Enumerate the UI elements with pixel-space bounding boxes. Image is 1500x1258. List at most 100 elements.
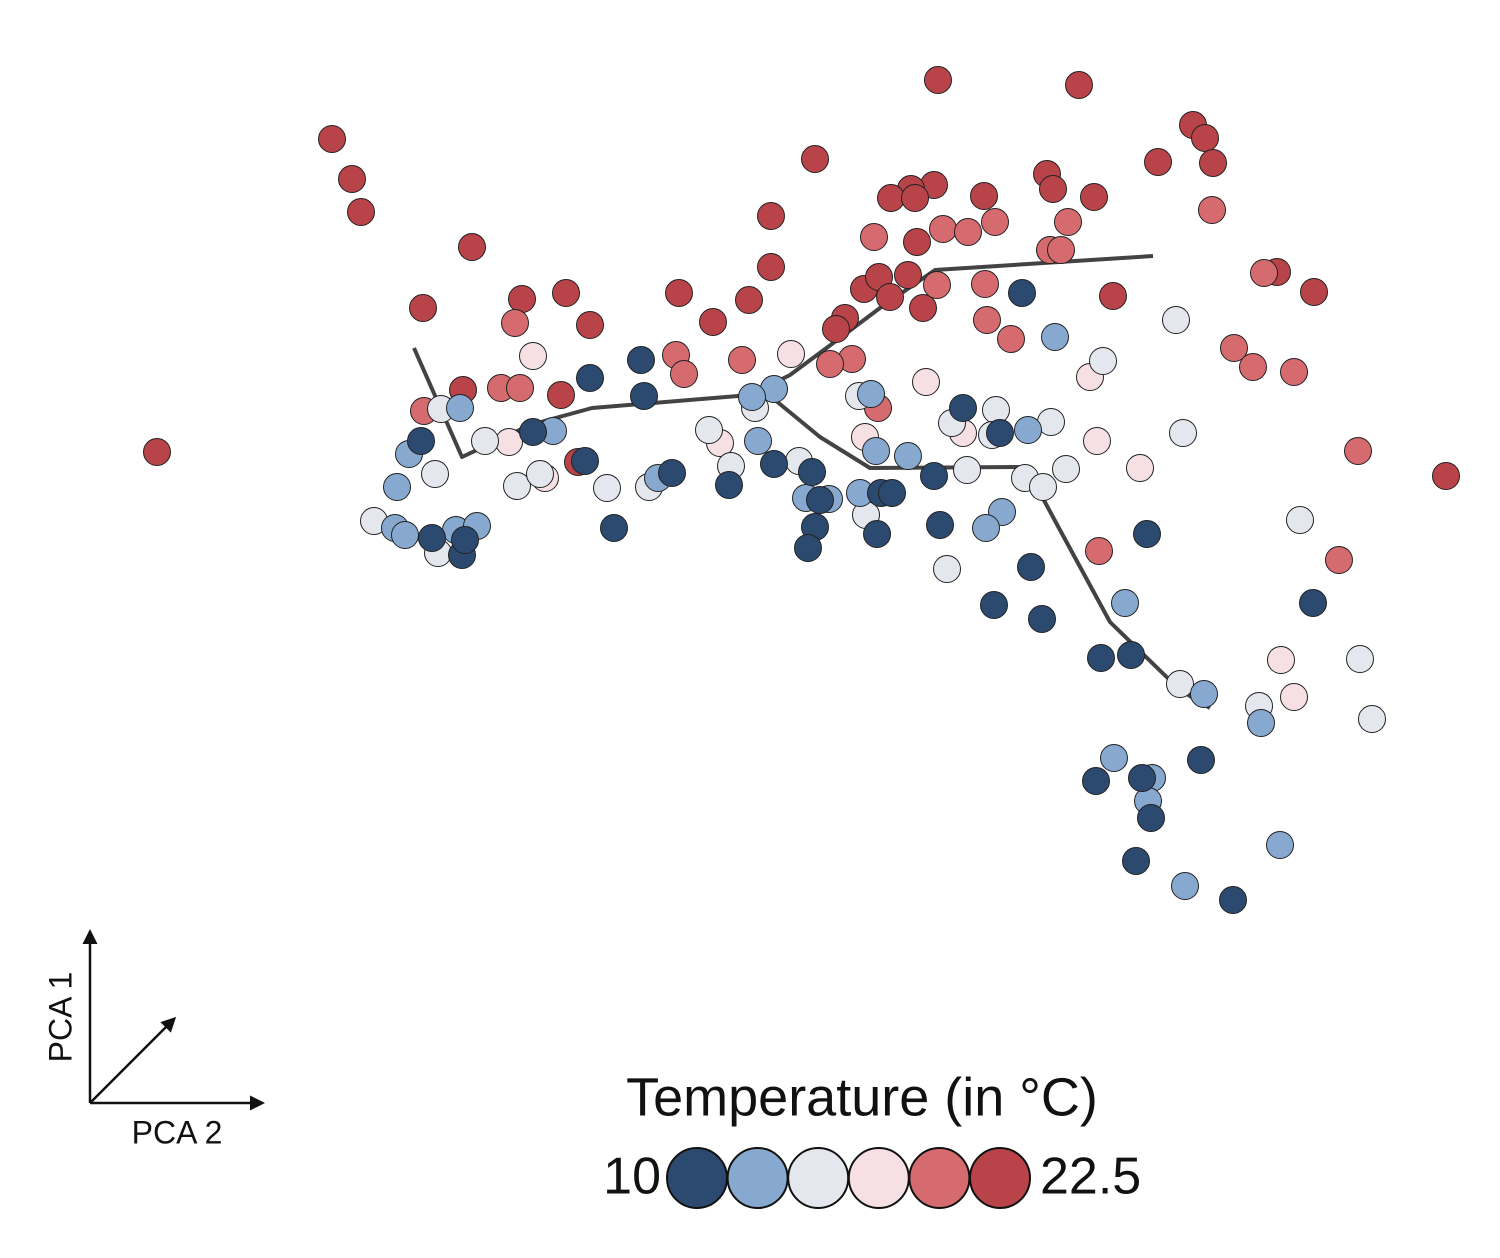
- y-axis-label: PCA 1: [42, 972, 78, 1063]
- point: [1111, 589, 1139, 617]
- point: [1358, 705, 1386, 733]
- point: [1080, 183, 1108, 211]
- point: [777, 340, 805, 368]
- legend: 10 22.5: [603, 1147, 1141, 1209]
- legend-swatch: [787, 1147, 850, 1209]
- point: [929, 215, 957, 243]
- axis-arrow: [89, 1016, 177, 1104]
- point: [458, 233, 486, 261]
- point: [1346, 645, 1374, 673]
- legend-title: Temperature (in °C): [626, 1067, 1098, 1127]
- point: [593, 474, 621, 502]
- point: [1239, 353, 1267, 381]
- point: [757, 253, 785, 281]
- point: [1144, 148, 1172, 176]
- point: [877, 184, 905, 212]
- point: [744, 427, 772, 455]
- point: [923, 271, 951, 299]
- point: [986, 419, 1014, 447]
- point: [695, 416, 723, 444]
- point: [506, 374, 534, 402]
- point: [1199, 149, 1227, 177]
- point: [418, 524, 446, 552]
- point: [933, 555, 961, 583]
- point: [1014, 416, 1042, 444]
- point: [806, 486, 834, 514]
- point: [954, 218, 982, 246]
- point: [1344, 437, 1372, 465]
- point: [1198, 196, 1226, 224]
- point: [391, 521, 419, 549]
- point: [338, 165, 366, 193]
- point: [735, 286, 763, 314]
- point: [1100, 744, 1128, 772]
- point: [1085, 537, 1113, 565]
- point: [982, 396, 1010, 424]
- point: [997, 325, 1025, 353]
- point: [1280, 358, 1308, 386]
- point: [318, 125, 346, 153]
- point: [860, 223, 888, 251]
- point: [383, 473, 411, 501]
- point: [1028, 605, 1056, 633]
- point: [503, 472, 531, 500]
- point: [1166, 670, 1194, 698]
- point: [1325, 546, 1353, 574]
- point: [1299, 589, 1327, 617]
- point: [699, 308, 727, 336]
- point: [501, 309, 529, 337]
- point: [972, 514, 1000, 542]
- point: [1187, 746, 1215, 774]
- point: [970, 182, 998, 210]
- point: [757, 202, 785, 230]
- point: [863, 520, 891, 548]
- point: [1133, 520, 1161, 548]
- point: [1266, 831, 1294, 859]
- point: [1041, 323, 1069, 351]
- point: [926, 511, 954, 539]
- point: [1286, 506, 1314, 534]
- point: [1267, 646, 1295, 674]
- axis-indicator: [82, 929, 265, 1111]
- legend-swatch: [908, 1147, 971, 1209]
- point: [980, 591, 1008, 619]
- point: [519, 418, 547, 446]
- point: [715, 471, 743, 499]
- point: [1171, 872, 1199, 900]
- point: [409, 294, 437, 322]
- point: [665, 279, 693, 307]
- point: [920, 462, 948, 490]
- point: [1029, 473, 1057, 501]
- point: [1117, 641, 1145, 669]
- point: [1047, 236, 1075, 264]
- point: [798, 458, 826, 486]
- point: [552, 279, 580, 307]
- point: [1219, 886, 1247, 914]
- point: [526, 460, 554, 488]
- point: [894, 442, 922, 470]
- legend-swatch: [847, 1147, 910, 1209]
- point: [816, 350, 844, 378]
- point: [1169, 419, 1197, 447]
- legend-max-label: 22.5: [1040, 1148, 1141, 1206]
- point: [901, 184, 929, 212]
- point: [421, 460, 449, 488]
- point: [508, 285, 536, 313]
- point: [728, 346, 756, 374]
- point: [862, 437, 890, 465]
- point: [347, 198, 375, 226]
- point: [495, 428, 523, 456]
- point: [1126, 454, 1154, 482]
- point: [1280, 683, 1308, 711]
- point: [857, 380, 885, 408]
- point: [1300, 278, 1328, 306]
- point: [471, 427, 499, 455]
- point: [658, 459, 686, 487]
- point: [1017, 553, 1045, 581]
- plot-area: [143, 66, 1460, 914]
- point: [1250, 259, 1278, 287]
- legend-swatch: [666, 1147, 728, 1209]
- point: [1087, 644, 1115, 672]
- point: [1122, 847, 1150, 875]
